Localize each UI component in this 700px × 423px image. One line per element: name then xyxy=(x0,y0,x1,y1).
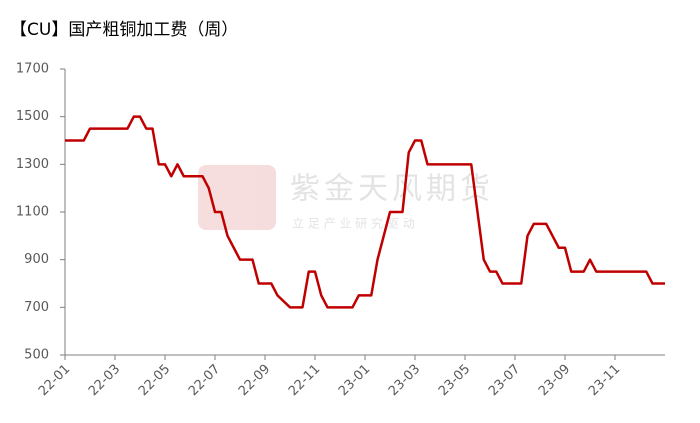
x-tick-label: 23-09 xyxy=(536,362,573,399)
y-tick-label: 900 xyxy=(24,252,49,267)
y-tick-label: 1500 xyxy=(16,109,49,124)
line xyxy=(65,115,665,309)
y-tick-label: 1300 xyxy=(16,157,49,172)
x-tick-label: 22-05 xyxy=(136,362,173,399)
watermark-slogan: 立 足 产 业 研 究 驱 动 xyxy=(292,216,415,231)
x-tick-label: 23-03 xyxy=(386,362,423,399)
x-tick-label: 22-01 xyxy=(36,362,73,399)
watermark-logo xyxy=(198,165,276,230)
x-tick-label: 23-01 xyxy=(336,362,373,399)
watermark-brand: 紫金天风期货 xyxy=(290,172,494,207)
watermark: 紫金天风期货 立 足 产 业 研 究 驱 动 xyxy=(198,165,494,231)
chart-title: 【CU】国产粗铜加工费（周） xyxy=(10,20,238,40)
y-tick-label: 500 xyxy=(24,348,49,363)
x-tick-label: 23-05 xyxy=(436,362,473,399)
x-tick-label: 22-09 xyxy=(236,362,273,399)
y-tick-label: 1100 xyxy=(16,205,49,220)
y-tick-label: 1700 xyxy=(16,62,49,77)
x-tick-label: 23-11 xyxy=(586,362,623,399)
x-tick-label: 23-07 xyxy=(486,362,523,399)
x-tick-label: 22-11 xyxy=(286,362,323,399)
y-tick-label: 700 xyxy=(24,300,49,315)
x-tick-label: 22-03 xyxy=(86,362,123,399)
x-tick-label: 22-07 xyxy=(186,362,223,399)
